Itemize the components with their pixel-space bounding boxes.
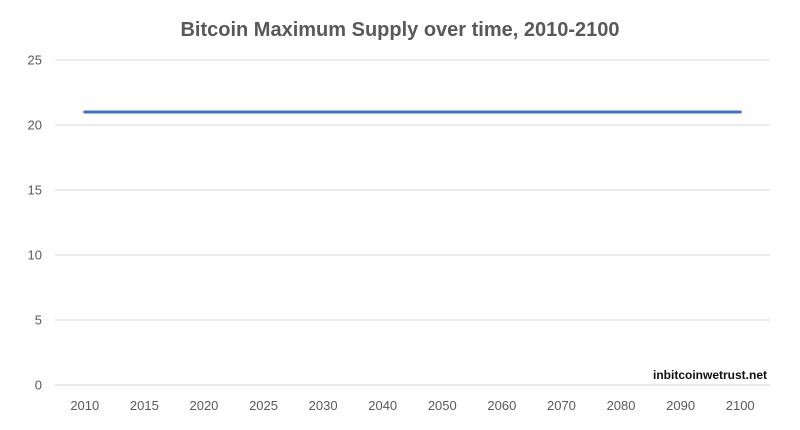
data-point-2025 (262, 111, 265, 114)
watermark-text: inbitcoinwetrust.net (653, 368, 767, 382)
y-tick-label: 20 (28, 118, 42, 133)
y-tick-label: 10 (28, 248, 42, 263)
x-tick-label: 2080 (607, 398, 636, 413)
x-tick-label: 2030 (309, 398, 338, 413)
y-tick-label: 5 (35, 313, 42, 328)
data-point-2020 (202, 111, 205, 114)
y-tick-label: 0 (35, 378, 42, 393)
x-tick-label: 2040 (368, 398, 397, 413)
series-layer (83, 110, 742, 114)
data-point-2100 (739, 111, 742, 114)
data-point-2050 (441, 111, 444, 114)
data-point-2015 (143, 111, 146, 114)
x-tick-label: 2020 (189, 398, 218, 413)
x-tick-label: 2060 (487, 398, 516, 413)
x-axis-ticks: 2010 2015 2020 2025 2030 2040 2050 2060 2070 2080… (70, 398, 754, 413)
y-tick-label: 15 (28, 183, 42, 198)
x-tick-label: 2090 (666, 398, 695, 413)
y-tick-label: 25 (28, 53, 42, 68)
x-tick-label: 2025 (249, 398, 278, 413)
data-point-2030 (322, 111, 325, 114)
x-tick-label: 2100 (726, 398, 755, 413)
chart-title: Bitcoin Maximum Supply over time, 2010-2… (180, 19, 620, 41)
data-point-2090 (679, 111, 682, 114)
x-tick-label: 2015 (130, 398, 159, 413)
y-axis-ticks: 0 5 10 15 20 25 (28, 53, 42, 393)
data-point-2010 (83, 111, 86, 114)
gridlines (55, 59, 770, 386)
data-point-2080 (620, 111, 623, 114)
data-point-2060 (500, 111, 503, 114)
x-tick-label: 2050 (428, 398, 457, 413)
data-point-2070 (560, 111, 563, 114)
data-point-2040 (381, 111, 384, 114)
x-tick-label: 2010 (70, 398, 99, 413)
x-tick-label: 2070 (547, 398, 576, 413)
